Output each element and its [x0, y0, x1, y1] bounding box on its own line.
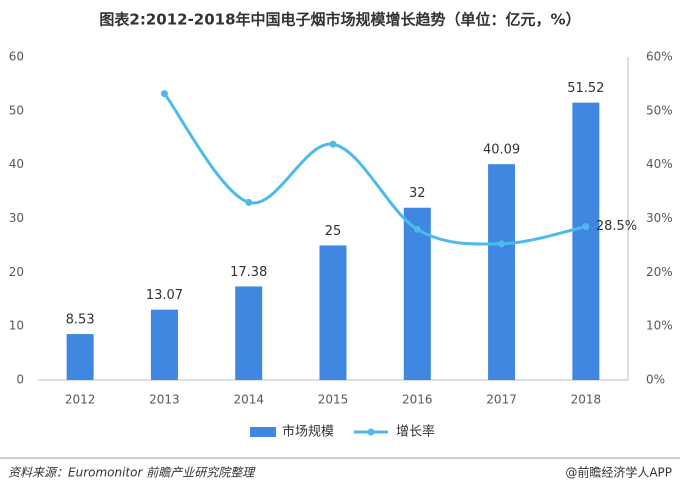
- y-tick-label: 50: [9, 103, 24, 117]
- x-tick-label: 2013: [149, 393, 180, 407]
- y2-tick-label: 20%: [646, 265, 673, 279]
- y-tick-label: 60: [9, 50, 24, 64]
- line-label: 28.5%: [596, 219, 637, 234]
- x-tick-label: 2017: [486, 393, 517, 407]
- bar: [150, 309, 178, 380]
- bar-label: 8.53: [66, 313, 95, 328]
- y2-tick-label: 50%: [646, 103, 673, 117]
- bar-label: 13.07: [146, 288, 183, 303]
- x-tick-label: 2015: [318, 393, 349, 407]
- line-point: [413, 225, 421, 233]
- bar: [403, 207, 431, 380]
- bar: [66, 334, 94, 380]
- source: 资料来源：Euromonitor 前瞻产业研究院整理: [8, 466, 256, 480]
- x-tick-label: 2014: [233, 393, 264, 407]
- y2-tick-label: 0%: [646, 373, 665, 387]
- bar: [572, 102, 600, 380]
- line-point: [582, 223, 590, 231]
- x-tick-label: 2016: [402, 393, 433, 407]
- bar-label: 17.38: [230, 265, 267, 280]
- y2-tick-label: 30%: [646, 211, 673, 225]
- bar-label: 32: [409, 186, 426, 201]
- bar-label: 51.52: [567, 81, 604, 96]
- bar: [319, 245, 347, 380]
- bar-label: 25: [325, 224, 342, 239]
- legend-swatch: [367, 428, 375, 436]
- y-tick-label: 40: [9, 157, 24, 171]
- y-tick-label: 10: [9, 319, 24, 333]
- x-tick-label: 2018: [571, 393, 602, 407]
- y2-tick-label: 10%: [646, 319, 673, 333]
- y2-tick-label: 40%: [646, 157, 673, 171]
- x-tick-label: 2012: [65, 393, 96, 407]
- chart-title: 图表2:2012-2018年中国电子烟市场规模增长趋势（单位：亿元，%）: [99, 11, 580, 29]
- line: [163, 92, 587, 246]
- line-point: [245, 198, 253, 206]
- legend-label: 市场规模: [282, 424, 334, 440]
- credit: @前瞻经济学人APP: [565, 465, 672, 480]
- bar-label: 40.09: [483, 143, 520, 158]
- line-point: [160, 90, 168, 98]
- y2-tick-label: 60%: [646, 50, 673, 64]
- y-tick-label: 0: [16, 373, 24, 387]
- line-point: [498, 240, 506, 248]
- y-tick-label: 20: [9, 265, 24, 279]
- legend-label: 增长率: [396, 424, 435, 440]
- legend-swatch: [250, 427, 276, 437]
- bar: [488, 164, 516, 380]
- bar: [235, 286, 263, 380]
- line-point: [329, 140, 337, 148]
- y-tick-label: 30: [9, 211, 24, 225]
